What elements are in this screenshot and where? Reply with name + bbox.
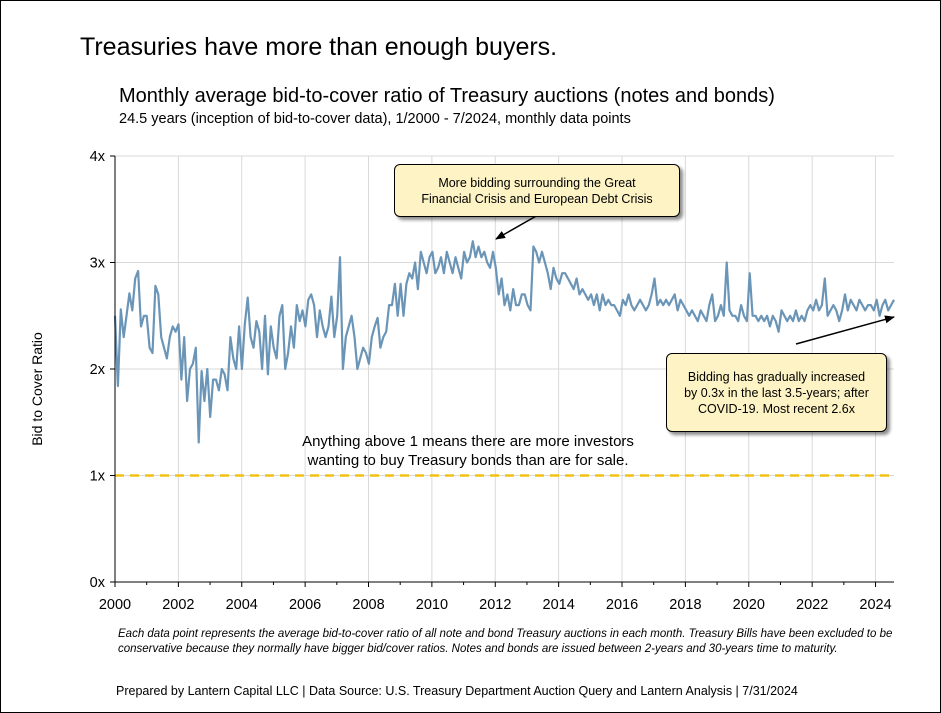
x-tick-label: 2004: [226, 597, 258, 613]
x-tick-label: 2016: [606, 597, 638, 613]
x-tick-label: 2000: [99, 597, 131, 613]
arrow-gradual-increase: [795, 315, 895, 345]
arrow-financial-crisis: [495, 214, 539, 240]
source-credit: Prepared by Lantern Capital LLC | Data S…: [116, 684, 798, 698]
x-tick-label: 2010: [416, 597, 448, 613]
x-tick-label: 2006: [289, 597, 321, 613]
x-tick-label: 2020: [733, 597, 765, 613]
x-tick-label: 2024: [859, 597, 891, 613]
tick-labels: 2000 2002 2004 2006 2008 2010 2012 2014 2016 2018…: [90, 149, 892, 613]
y-tick-label: 3x: [90, 256, 106, 272]
x-tick-label: 2012: [479, 597, 511, 613]
x-tick-label: 2022: [796, 597, 828, 613]
series-line-bid-to-cover: [113, 240, 895, 444]
annotation-arrows: [495, 214, 895, 345]
axes: [110, 155, 894, 587]
x-tick-label: 2008: [352, 597, 384, 613]
x-tick-label: 2002: [162, 597, 194, 613]
callout-financial-crisis: More bidding surrounding the Great Finan…: [394, 164, 680, 217]
y-tick-label: 0x: [90, 575, 106, 591]
y-tick-label: 4x: [90, 149, 106, 165]
y-tick-label: 1x: [90, 469, 106, 485]
chart-subsubtitle: 24.5 years (inception of bid-to-cover da…: [119, 111, 631, 127]
chart-subtitle: Monthly average bid-to-cover ratio of Tr…: [119, 85, 775, 107]
y-tick-label: 2x: [90, 362, 106, 378]
x-tick-label: 2014: [543, 597, 575, 613]
series-group: [113, 240, 895, 444]
headline: Treasuries have more than enough buyers.: [80, 33, 558, 61]
callout-gradual-increase: Bidding has gradually increased by 0.3x …: [666, 353, 887, 432]
reference-line-note: Anything above 1 means there are more in…: [302, 433, 634, 469]
footnote: Each data point represents the average b…: [118, 628, 893, 655]
x-tick-label: 2018: [669, 597, 701, 613]
